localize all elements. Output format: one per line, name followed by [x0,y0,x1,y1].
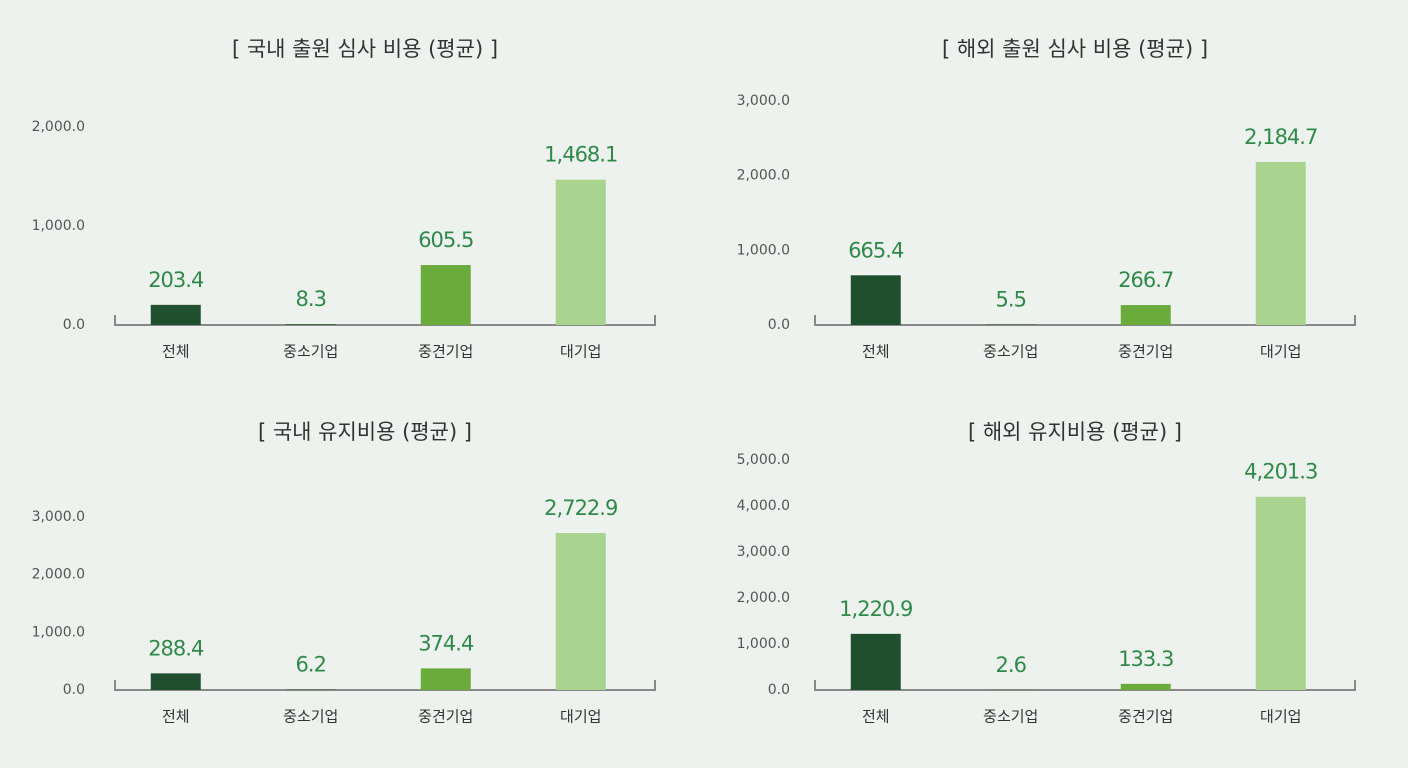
y-tick-label: 4,000.0 [737,498,790,514]
value-label: 2.6 [996,653,1027,677]
x-tick-label: 대기업 [1260,343,1301,361]
x-tick-label: 중견기업 [1118,343,1173,361]
value-label: 2,184.7 [1244,125,1317,149]
value-label: 605.5 [418,228,473,252]
x-axis [814,680,1356,691]
y-tick-label: 2,000.0 [32,119,85,135]
chart-title: [ 국내 유지비용 (평균) ] [258,420,472,444]
bar [850,275,901,325]
bar [150,304,201,325]
value-label: 1,220.9 [839,597,912,621]
value-label: 266.7 [1118,268,1173,292]
chart-title: [ 해외 출원 심사 비용 (평균) ] [942,37,1208,61]
y-tick-label: 3,000.0 [32,509,85,525]
x-tick-label: 대기업 [560,708,601,726]
y-tick-label: 2,000.0 [737,590,790,606]
y-tick-label: 0.0 [63,317,85,333]
value-label: 203.4 [148,268,204,292]
y-tick-label: 2,000.0 [32,567,85,583]
value-label: 2,722.9 [544,496,617,520]
x-tick-label: 중견기업 [1118,708,1173,726]
value-label: 6.2 [296,653,326,677]
x-tick-label: 전체 [162,343,190,361]
value-label: 1,468.1 [544,143,617,167]
bar [1120,305,1171,325]
bar [150,673,201,690]
y-tick-label: 1,000.0 [32,218,85,234]
y-tick-label: 3,000.0 [737,93,790,109]
x-tick-label: 중소기업 [983,708,1038,726]
x-tick-label: 전체 [862,708,890,726]
value-label: 374.4 [418,631,474,655]
y-tick-label: 2,000.0 [737,168,790,184]
chart-title: [ 해외 유지비용 (평균) ] [968,420,1182,444]
x-tick-label: 대기업 [560,343,601,361]
bar [555,532,606,690]
bar [420,668,471,690]
y-tick-label: 0.0 [768,317,790,333]
value-label: 665.4 [848,238,904,262]
x-tick-label: 중소기업 [983,343,1038,361]
y-tick-label: 1,000.0 [737,636,790,652]
x-tick-label: 전체 [862,343,890,361]
x-tick-label: 중견기업 [418,343,473,361]
x-axis [114,315,656,326]
x-tick-label: 중견기업 [418,708,473,726]
y-tick-label: 0.0 [63,682,85,698]
y-tick-label: 5,000.0 [737,452,790,468]
x-tick-label: 전체 [162,708,190,726]
bar [555,179,606,325]
bar [420,265,471,325]
bar [1255,161,1306,325]
bar [1255,496,1306,690]
value-label: 5.5 [996,288,1026,312]
bar [285,324,336,325]
value-label: 288.4 [148,636,204,660]
x-tick-label: 중소기업 [283,708,338,726]
chart-title: [ 국내 출원 심사 비용 (평균) ] [232,37,498,61]
x-tick-label: 대기업 [1260,708,1301,726]
x-axis [114,680,656,691]
x-axis [814,315,1356,326]
y-tick-label: 1,000.0 [737,242,790,258]
value-label: 8.3 [296,287,326,311]
value-label: 4,201.3 [1244,460,1317,484]
y-tick-label: 0.0 [768,682,790,698]
value-label: 133.3 [1118,647,1173,671]
x-tick-label: 중소기업 [283,343,338,361]
y-tick-label: 3,000.0 [737,544,790,560]
bar [1120,683,1171,690]
y-tick-label: 1,000.0 [32,624,85,640]
bar [850,633,901,690]
